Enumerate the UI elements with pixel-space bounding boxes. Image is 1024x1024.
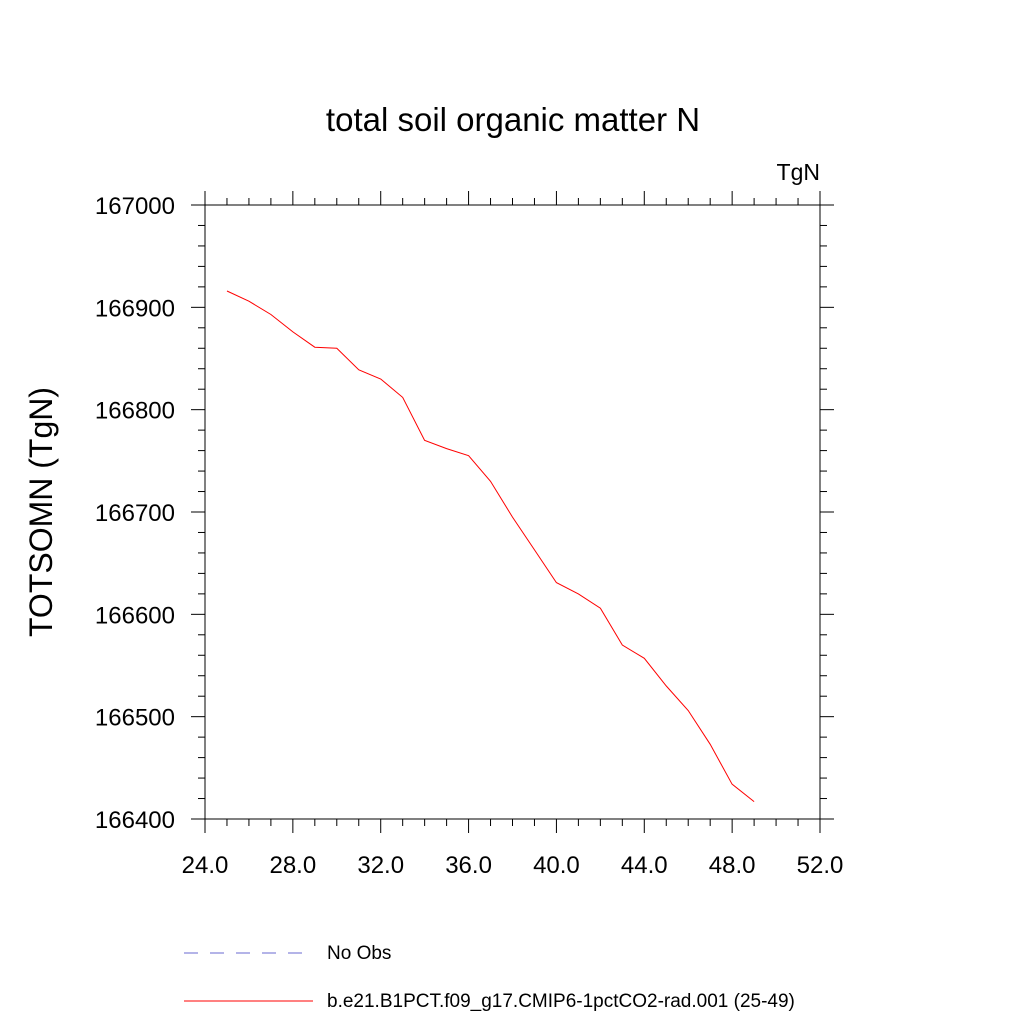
y-axis-label: TOTSOMN (TgN) (23, 387, 59, 637)
legend: No Obs b.e21.B1PCT.f09_g17.CMIP6-1pctCO2… (184, 943, 795, 1012)
x-tick-label: 36.0 (445, 852, 492, 879)
plot-frame (204, 204, 821, 820)
y-tick-label: 166800 (95, 398, 175, 425)
y-ticks (191, 204, 834, 820)
legend-label-no-obs: No Obs (327, 943, 391, 964)
x-tick-labels: 24.0 28.0 32.0 36.0 40.0 44.0 48.0 52.0 (182, 852, 844, 879)
y-tick-label: 167000 (95, 193, 175, 220)
y-tick-labels: 166400 166500 166600 166700 166800 166900 1670… (95, 193, 175, 834)
x-tick-label: 48.0 (709, 852, 756, 879)
y-tick-label: 166400 (95, 807, 175, 834)
series-layer (226, 290, 755, 802)
y-tick-label: 166700 (95, 500, 175, 527)
chart-title: total soil organic matter N (326, 101, 700, 138)
x-tick-label: 24.0 (182, 852, 229, 879)
y-tick-label: 166500 (95, 705, 175, 732)
x-ticks (204, 191, 821, 833)
y-tick-label: 166600 (95, 602, 175, 629)
y-tick-label: 166900 (95, 295, 175, 322)
x-tick-label: 32.0 (357, 852, 404, 879)
units-label: TgN (777, 159, 820, 185)
legend-label-series: b.e21.B1PCT.f09_g17.CMIP6-1pctCO2-rad.00… (327, 991, 795, 1012)
x-tick-label: 28.0 (269, 852, 316, 879)
x-tick-label: 44.0 (621, 852, 668, 879)
series-line (226, 290, 755, 802)
x-tick-label: 40.0 (533, 852, 580, 879)
x-tick-label: 52.0 (797, 852, 844, 879)
